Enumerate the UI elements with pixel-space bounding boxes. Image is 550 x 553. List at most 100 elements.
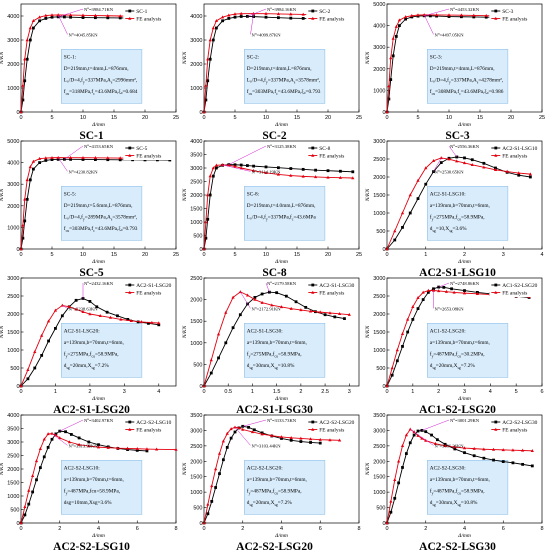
experiment-point — [416, 429, 420, 433]
specimen-info-line: AC2-S2-LSG20: — [247, 465, 283, 471]
fe-point — [139, 320, 144, 324]
legend-marker — [494, 146, 498, 150]
peak-leader-line — [424, 8, 450, 17]
legend-box — [489, 143, 540, 160]
experiment-point — [63, 157, 66, 161]
peak-load-label: Nu=3984.16KN — [267, 6, 297, 12]
experiment-point — [410, 15, 414, 19]
peak-load-label: Nu=2653.08KN — [435, 305, 465, 311]
y-tick-label: 1500 — [373, 475, 385, 481]
y-tick-label: 500 — [193, 234, 202, 240]
y-tick-label: 0 — [382, 521, 385, 527]
specimen-info-box — [61, 323, 143, 378]
fe-point — [19, 247, 23, 251]
fe-point — [528, 172, 532, 176]
x-tick-label: 25 — [173, 252, 179, 258]
experiment-point — [208, 193, 212, 197]
specimen-info-box — [427, 323, 509, 378]
specimen-info-line: dsg=20mm,Xsg=7.2% — [64, 363, 110, 370]
x-tick-label: 10 — [80, 252, 86, 258]
fe-point — [511, 448, 515, 452]
x-tick-label: 0 — [19, 115, 22, 121]
fe-point — [326, 175, 330, 179]
fe-point — [58, 436, 62, 440]
fe-point — [119, 317, 123, 321]
legend-marker — [311, 427, 315, 431]
fe-point — [260, 300, 264, 304]
chart-svg: 0 2 4 6 8 0 500 1000 1500 2000 2500 3000 3500 Δ/mm N/K… — [182, 413, 361, 539]
fe-point — [81, 155, 85, 159]
x-tick-label: 20 — [325, 252, 331, 258]
fe-point — [33, 350, 37, 353]
fe-point — [328, 438, 332, 442]
y-tick-label: 500 — [376, 229, 385, 235]
experiment-point — [50, 15, 54, 19]
chart-caption: SC-8 — [262, 267, 287, 279]
experiment-point — [277, 166, 280, 170]
legend-label: FE analysis — [502, 154, 527, 160]
y-tick-label: 1500 — [190, 475, 202, 481]
y-tick-label: 2000 — [190, 193, 202, 199]
experiment-point — [217, 356, 220, 360]
chart-panel: 0 5 10 15 20 25 0 1000 2000 3000 4000 Δ/mm N/KN SC-2:… — [182, 0, 366, 142]
chart-panel: 0 1 2 3 4 5 6 0 500 1000 1500 2000 2500 3000 Δ/mm N/KN A… — [365, 274, 549, 416]
x-axis-label: Δ/mm — [457, 122, 471, 128]
peak-leader-line — [57, 14, 68, 35]
y-tick-label: 5000 — [7, 139, 19, 145]
x-tick-label: 4 — [280, 526, 283, 532]
y-axis-label: N/KN — [365, 325, 371, 339]
y-tick-label: 1000 — [190, 86, 202, 92]
experiment-point — [267, 290, 271, 294]
legend-label: FE analysis — [319, 154, 344, 160]
experiment-point — [339, 169, 342, 173]
fe-point — [53, 308, 58, 312]
fe-point — [308, 309, 313, 313]
fe-point — [238, 290, 242, 294]
legend-marker — [494, 16, 498, 20]
fe-point — [31, 159, 35, 163]
x-tick-label: 4 — [463, 526, 466, 532]
fe-point — [239, 166, 243, 170]
experiment-point — [323, 313, 327, 317]
fe-point — [227, 163, 231, 167]
experiment-point — [401, 226, 404, 229]
fe-point — [389, 499, 393, 503]
fe-point — [206, 193, 210, 197]
fe-point — [521, 448, 525, 452]
y-tick-label: 1500 — [190, 207, 202, 213]
fe-point — [351, 176, 355, 180]
y-tick-label: 3000 — [190, 166, 202, 172]
x-tick-label: 3 — [463, 389, 466, 395]
experiment-point — [429, 14, 432, 18]
experiment-point — [238, 313, 242, 317]
y-axis-label: N/KN — [365, 188, 371, 202]
peak-leader-line — [59, 419, 84, 432]
y-tick-label: 2000 — [7, 204, 19, 210]
legend-label: FE analysis — [319, 428, 344, 434]
chart-svg: 0 5 10 15 20 25 0 500 1000 1500 2000 2500 3000 3500 40… — [182, 139, 362, 265]
y-tick-label: 2000 — [373, 175, 385, 181]
y-tick-label: 0 — [199, 247, 202, 253]
fe-point — [395, 348, 399, 352]
y-tick-label: 2500 — [7, 294, 19, 300]
legend-label: FE analysis — [502, 428, 527, 434]
x-tick-label: 0 — [19, 389, 22, 395]
fe-point — [420, 436, 424, 440]
experiment-point — [60, 314, 64, 318]
fe-point — [393, 229, 397, 233]
experiment-point — [301, 17, 305, 20]
specimen-info-line: D=219mm,t=5.6mm,L=876mm, — [64, 203, 133, 209]
experiment-point — [277, 16, 280, 20]
legend-marker — [311, 153, 315, 157]
fe-point — [472, 446, 476, 450]
x-axis-label: Δ/mm — [457, 259, 471, 265]
experiment-point — [33, 366, 37, 370]
experiment-point — [482, 456, 486, 460]
experiment-series-line — [20, 297, 159, 387]
specimen-info-line: fy=487MPa,fcu=30.2MPa, — [430, 350, 485, 358]
fe-point — [106, 156, 110, 160]
experiment-point — [221, 19, 224, 23]
fe-point — [157, 321, 161, 325]
fe-point — [279, 305, 284, 309]
specimen-info-line: D=219mm,t=4mm,L=876mm, — [247, 66, 312, 72]
